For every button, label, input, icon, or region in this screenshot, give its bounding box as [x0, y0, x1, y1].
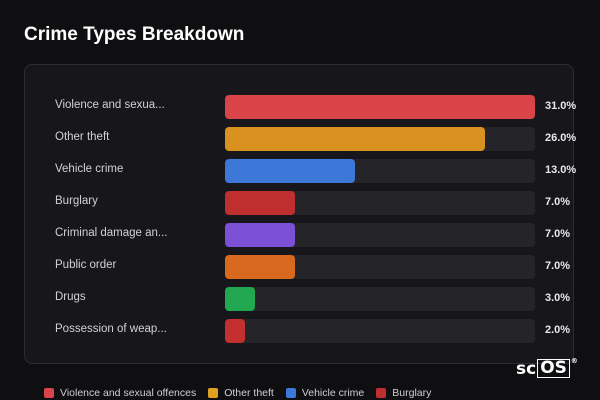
bar	[225, 159, 355, 183]
bar-value-label: 7.0%	[545, 228, 571, 240]
bar-row: Drugs 3.0%	[55, 287, 570, 311]
bar-row: Burglary 7.0%	[55, 191, 570, 215]
bar-track	[225, 95, 535, 119]
legend-swatch	[376, 388, 387, 398]
bar-category-label: Drugs	[55, 291, 86, 303]
bar	[225, 223, 295, 247]
bar-category-label: Criminal damage an...	[55, 227, 168, 239]
legend-label: Burglary	[392, 387, 432, 399]
bar-track	[225, 127, 535, 151]
legend-swatch	[44, 388, 54, 398]
page-title: Crime Types Breakdown	[24, 24, 245, 45]
bar	[225, 319, 245, 343]
bar-row: Other theft 26.0%	[55, 127, 576, 151]
bar-row: Vehicle crime 13.0%	[55, 159, 576, 183]
legend-item[interactable]: Vehicle crime	[285, 387, 365, 399]
logo-text-plain: sc	[516, 359, 537, 379]
bar-track	[225, 319, 535, 343]
bar	[225, 191, 295, 215]
legend-label: Vehicle crime	[301, 387, 365, 399]
bar-row: Criminal damage an... 7.0%	[55, 223, 570, 247]
bar-value-label: 2.0%	[545, 324, 571, 336]
bar	[225, 95, 535, 119]
legend-item[interactable]: Other theft	[208, 387, 274, 399]
bar-category-label: Other theft	[55, 131, 110, 143]
bar-category-label: Public order	[55, 259, 117, 271]
legend-label: Violence and sexual offences	[60, 387, 197, 399]
bar-track	[225, 255, 535, 279]
legend-swatch	[285, 388, 296, 398]
bar-track	[225, 191, 535, 215]
chart-panel: Violence and sexua... 31.0% Other theft 26.…	[24, 64, 576, 364]
bar-value-label: 31.0%	[545, 100, 577, 112]
logo-text-boxed: OS	[537, 359, 570, 378]
bar-value-label: 7.0%	[545, 260, 571, 272]
bar-category-label: Possession of weap...	[55, 323, 167, 335]
bar-value-label: 3.0%	[545, 292, 571, 304]
logo-registered-mark: ®	[570, 357, 578, 365]
bar	[225, 255, 295, 279]
legend-swatch	[208, 388, 219, 398]
bar-category-label: Burglary	[55, 195, 98, 207]
bar-row: Possession of weap... 2.0%	[55, 319, 570, 343]
bar-value-label: 13.0%	[545, 164, 577, 176]
legend-label: Other theft	[224, 387, 274, 399]
scos-logo: sc OS ®	[516, 357, 578, 379]
bar-track	[225, 287, 535, 311]
bar-track	[225, 223, 535, 247]
bar-row: Violence and sexua... 31.0%	[55, 95, 576, 119]
bar-value-label: 26.0%	[545, 132, 577, 144]
bar	[225, 127, 485, 151]
bar-category-label: Violence and sexua...	[55, 99, 165, 111]
bar-track	[225, 159, 535, 183]
legend-item[interactable]: Violence and sexual offences	[44, 387, 196, 399]
bar-row: Public order 7.0%	[55, 255, 570, 279]
chart-legend: Violence and sexual offences Other theft V…	[44, 387, 431, 399]
bar-value-label: 7.0%	[545, 196, 571, 208]
legend-item[interactable]: Burglary	[376, 387, 431, 399]
bar	[225, 287, 255, 311]
bar-category-label: Vehicle crime	[55, 163, 124, 175]
